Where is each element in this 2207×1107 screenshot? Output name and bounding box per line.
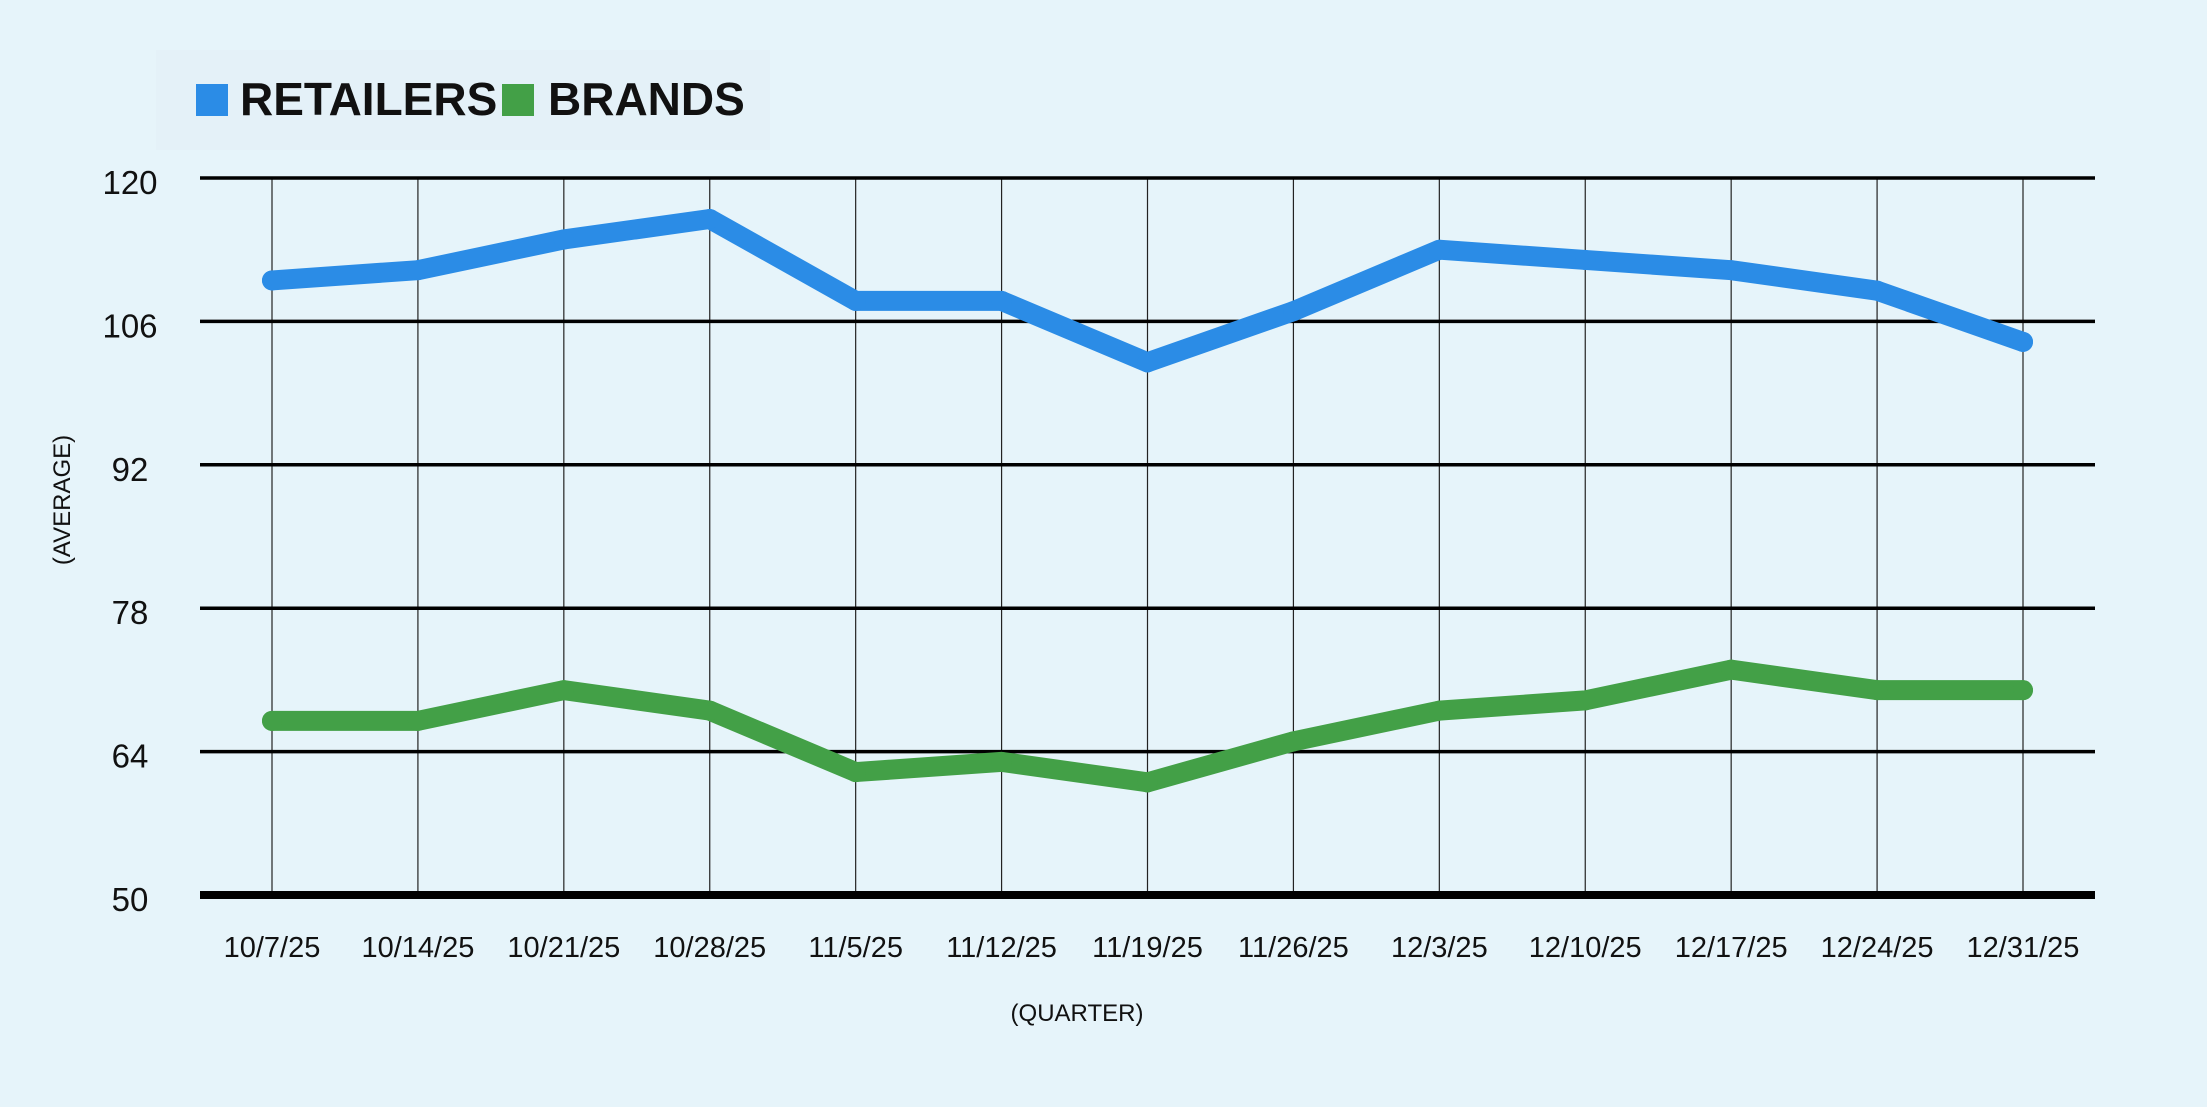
y-tick-label: 50 [112,881,149,918]
data-point-brands [553,680,574,701]
series-lines [262,208,2033,793]
x-axis-ticks: 10/7/25 10/14/25 10/21/25 10/28/25 11/5/25 11… [224,932,2080,964]
data-point-brands [262,710,282,731]
data-point-brands [1137,772,1158,793]
x-tick-label: 10/21/25 [507,932,620,964]
data-point-retailers [407,260,428,281]
x-tick-label: 11/12/25 [946,932,1057,964]
data-point-retailers [845,290,866,311]
data-point-brands [991,751,1012,772]
data-point-retailers [699,208,720,229]
data-point-retailers [1429,239,1450,260]
x-tick-label: 12/10/25 [1529,932,1642,964]
data-point-retailers [1137,352,1158,373]
data-point-retailers [1721,260,1742,281]
data-point-brands [1867,680,1888,701]
y-axis-title: (AVERAGE) [49,435,76,565]
legend-label-brands: BRANDS [548,73,745,125]
y-axis-ticks: 50 64 78 92 106 120 [102,164,157,918]
y-tick-label: 92 [112,451,149,488]
y-tick-label: 106 [102,307,157,344]
data-point-retailers [991,290,1012,311]
x-tick-label: 12/31/25 [1967,932,2080,964]
x-axis-title: (QUARTER) [1011,1000,1144,1027]
data-point-retailers [1283,301,1304,322]
data-point-brands [845,762,866,783]
x-tick-label: 12/3/25 [1391,932,1488,964]
legend-box [156,50,770,150]
data-point-brands [2013,680,2033,701]
data-point-retailers [553,229,574,250]
data-point-brands [407,710,428,731]
y-tick-label: 120 [102,164,157,201]
data-point-brands [1283,731,1304,752]
data-point-retailers [1575,249,1596,270]
x-tick-label: 10/28/25 [653,932,766,964]
data-point-retailers [1867,280,1888,301]
legend-swatch-retailers [196,84,228,116]
legend-swatch-brands [502,84,534,116]
x-tick-label: 12/24/25 [1821,932,1934,964]
data-point-brands [699,700,720,721]
x-tick-label: 12/17/25 [1675,932,1788,964]
grid [200,176,2095,899]
x-tick-label: 10/14/25 [361,932,474,964]
x-tick-label: 11/5/25 [808,932,903,964]
data-point-retailers [2013,331,2033,352]
x-tick-label: 11/19/25 [1092,932,1203,964]
legend-label-retailers: RETAILERS [240,73,497,125]
data-point-brands [1429,700,1450,721]
y-tick-label: 64 [112,738,149,775]
data-point-brands [1721,659,1742,680]
y-tick-label: 78 [112,594,149,631]
x-tick-label: 10/7/25 [224,932,321,964]
x-tick-label: 11/26/25 [1238,932,1349,964]
data-point-retailers [262,270,282,291]
data-point-brands [1575,690,1596,711]
